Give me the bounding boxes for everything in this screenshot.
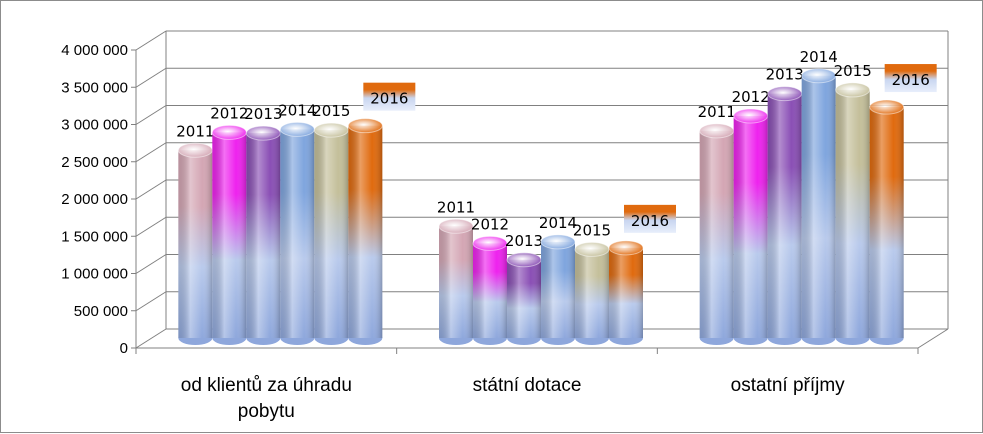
bar-top	[699, 123, 735, 139]
category-label: státní dotace	[473, 375, 582, 396]
category-label: pobytu	[238, 401, 295, 422]
bar-top	[347, 118, 383, 134]
bar-shading	[246, 133, 281, 338]
bar-top	[608, 240, 644, 256]
bar-top	[835, 82, 871, 98]
data-label-box	[624, 204, 676, 233]
y-tick-label: 4 000 000	[61, 42, 128, 59]
y-tick-label: 1 000 000	[61, 266, 128, 283]
y-tick-label: 2 500 000	[61, 154, 128, 171]
bar-shading	[541, 241, 575, 338]
bar-shading	[439, 226, 473, 338]
bar-shading	[348, 125, 383, 338]
bar-top	[540, 234, 576, 250]
floor-edge	[917, 328, 949, 349]
bar-shading	[212, 132, 247, 338]
bar-shading	[473, 243, 507, 338]
gridline-diagonal	[135, 142, 167, 163]
bar-top	[506, 252, 542, 268]
data-label: 2013	[244, 105, 282, 123]
data-label-box	[884, 64, 937, 93]
gridline-diagonal	[135, 291, 167, 312]
bar-shading	[314, 130, 349, 338]
gridline-diagonal	[135, 67, 167, 88]
gridline-diagonal	[135, 105, 167, 125]
data-label: 2014	[539, 214, 577, 232]
data-label: 2011	[437, 198, 475, 216]
y-tick-label: 2 000 000	[61, 191, 128, 208]
bar-top	[767, 86, 803, 102]
data-label: 2011	[698, 103, 736, 121]
data-label-box	[363, 82, 416, 111]
data-label: 2013	[505, 232, 543, 250]
gridline-diagonal	[135, 254, 167, 274]
bar-top	[472, 235, 508, 251]
bar-top	[245, 125, 281, 141]
data-label: 2012	[732, 88, 770, 106]
bar-top	[733, 108, 769, 124]
gridline-diagonal	[135, 216, 167, 237]
bar-shading	[609, 247, 643, 338]
bar-shading	[801, 75, 836, 338]
data-label: 2014	[800, 48, 838, 66]
category-label: od klientů za úhradu	[181, 375, 352, 396]
data-label: 2012	[471, 215, 509, 233]
data-label: 2011	[176, 122, 214, 140]
data-label: 2016	[892, 71, 930, 89]
bar-top	[574, 241, 610, 257]
bar-top	[313, 122, 349, 138]
category-label: ostatní příjmy	[731, 375, 846, 396]
data-label: 2016	[370, 90, 408, 108]
bar-shading	[699, 130, 734, 338]
gridline-diagonal	[135, 179, 167, 200]
gridline-diagonal	[135, 328, 167, 349]
bar-top	[869, 99, 905, 115]
bar-shading	[767, 93, 802, 338]
bar-top	[279, 121, 315, 137]
data-label: 2015	[573, 221, 611, 239]
data-label: 2014	[278, 101, 316, 119]
bar-shading	[280, 129, 315, 338]
data-label: 2015	[312, 102, 350, 120]
bar-top	[801, 68, 837, 84]
y-tick-label: 1 500 000	[61, 228, 128, 245]
data-label: 2012	[210, 104, 248, 122]
bar-top	[211, 124, 247, 140]
data-label: 2015	[834, 62, 872, 80]
y-tick-label: 3 000 000	[61, 117, 128, 134]
bar-shading	[507, 259, 541, 338]
y-tick-label: 500 000	[74, 303, 128, 320]
gridline-diagonal	[135, 30, 167, 51]
bar-shading	[575, 249, 609, 338]
data-label: 2016	[631, 212, 669, 230]
bar-shading	[835, 89, 870, 338]
bar-shading	[733, 115, 768, 339]
bar-top	[177, 142, 213, 158]
y-tick-label: 3 500 000	[61, 79, 128, 96]
bar-shading	[178, 150, 213, 338]
bar-top	[438, 218, 474, 234]
data-label: 2013	[766, 66, 804, 84]
bar-shading	[869, 107, 904, 338]
y-tick-label: 0	[120, 340, 128, 357]
